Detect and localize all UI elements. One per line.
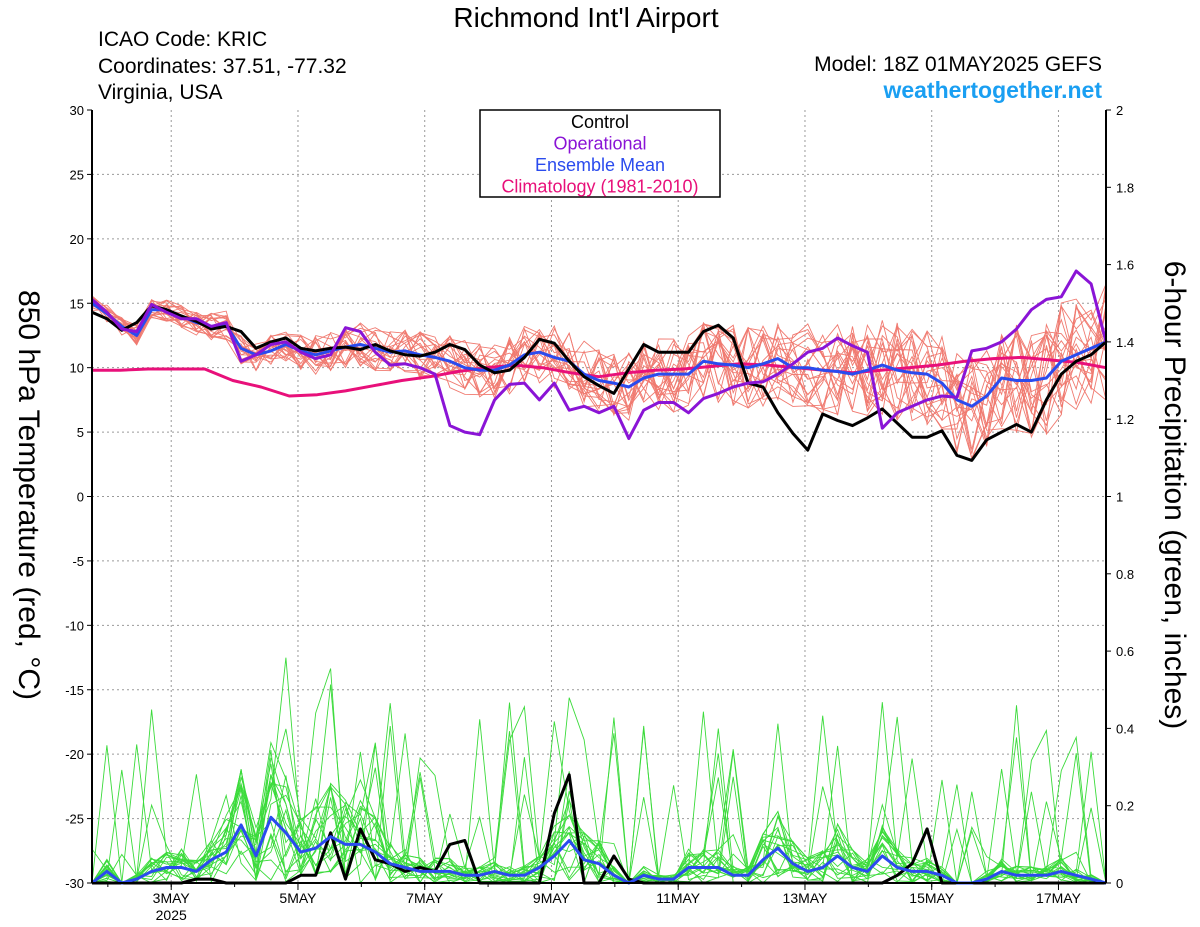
legend-item-control: Control <box>571 112 629 132</box>
y-tick-label-right: 0.6 <box>1116 644 1134 659</box>
x-tick-label: 5MAY <box>279 890 317 906</box>
region: Virginia, USA <box>98 81 223 104</box>
control-temperature-line <box>91 304 1107 462</box>
y-tick-label-right: 0.4 <box>1116 721 1134 736</box>
ensemble-member-temperature-line <box>91 283 1107 425</box>
ensemble-member-precip-line <box>91 668 1107 884</box>
y-tick-label-left: 10 <box>70 361 84 376</box>
icao-code: ICAO Code: KRIC <box>98 28 268 51</box>
y-tick-label-left: -20 <box>65 747 84 762</box>
ensemble-member-precip-line <box>91 725 1107 885</box>
y-tick-label-left: 25 <box>70 167 84 182</box>
grid-layer <box>92 110 1106 883</box>
legend-item-ensemble-mean: Ensemble Mean <box>535 155 665 175</box>
operational-temperature-line <box>91 269 1108 440</box>
y-tick-label-left: 5 <box>77 425 84 440</box>
axis-layer: 302520151050-5-10-15-20-25-3021.81.61.41… <box>65 103 1134 923</box>
x-tick-label: 15MAY <box>909 890 955 906</box>
ensemble-member-temperature-line <box>91 288 1107 422</box>
y-tick-label-right: 2 <box>1116 103 1123 118</box>
y-tick-label-right: 1.6 <box>1116 258 1134 273</box>
model-run: Model: 18Z 01MAY2025 GEFS <box>814 53 1102 76</box>
legend-box <box>479 109 721 198</box>
x-tick-label: 9MAY <box>533 890 571 906</box>
y-tick-label-right: 1.2 <box>1116 412 1134 427</box>
site-link[interactable]: weathertogether.net <box>883 77 1102 103</box>
ensemble-member-precip-layer <box>91 657 1107 885</box>
y-tick-label-left: -15 <box>65 683 84 698</box>
y-tick-label-left: 20 <box>70 232 84 247</box>
y-tick-label-left: 30 <box>70 103 84 118</box>
legend-item-climatology-1981-2010: Climatology (1981-2010) <box>501 177 698 197</box>
climatology-1981-2010-temperature-line <box>92 355 1107 398</box>
x-tick-label: 17MAY <box>1036 890 1082 906</box>
ensemble-mean-temperature-line <box>91 302 1107 408</box>
chart-title: Richmond Int'l Airport <box>453 2 719 33</box>
y-tick-label-left: -5 <box>72 554 84 569</box>
y-tick-label-right: 1.4 <box>1116 335 1134 350</box>
x-tick-label: 13MAY <box>783 890 829 906</box>
y-tick-label-right: 0.2 <box>1116 799 1134 814</box>
ensemble-member-temperature-line <box>91 303 1107 462</box>
y-tick-label-left: -25 <box>65 812 84 827</box>
x-tick-label: 3MAY <box>153 890 191 906</box>
legend-item-operational: Operational <box>553 134 646 154</box>
ensemble-mean-precip-line <box>91 815 1107 885</box>
x-tick-label: 7MAY <box>406 890 444 906</box>
y-tick-label-right: 0.8 <box>1116 567 1134 582</box>
y-tick-label-left: -10 <box>65 618 84 633</box>
y-tick-label-right: 1 <box>1116 490 1123 505</box>
ensemble-member-temperature-layer <box>91 283 1107 462</box>
y-tick-label-left: 0 <box>77 490 84 505</box>
y-tick-label-right: 1.8 <box>1116 180 1134 195</box>
y-tick-label-right: 0 <box>1116 876 1123 891</box>
y-tick-label-left: -30 <box>65 876 84 891</box>
y-tick-label-left: 15 <box>70 296 84 311</box>
x-year-label: 2025 <box>156 907 187 923</box>
coordinates: Coordinates: 37.51, -77.32 <box>98 55 347 78</box>
ensemble-member-precip-line <box>91 703 1107 884</box>
x-tick-label: 11MAY <box>656 890 700 906</box>
ensemble-member-temperature-line <box>91 298 1107 441</box>
